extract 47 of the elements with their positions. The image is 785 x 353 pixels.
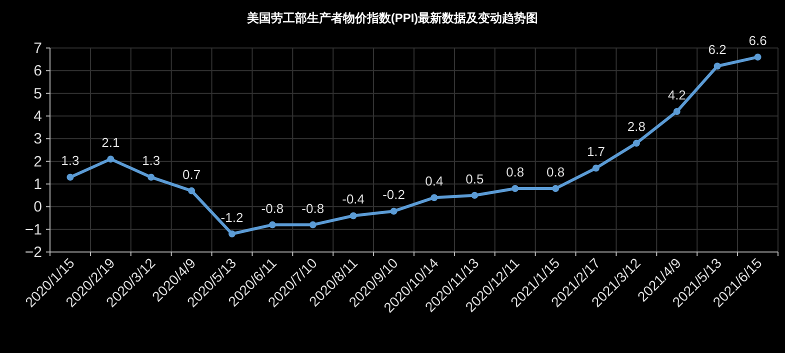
y-tick-label: −1 bbox=[24, 221, 42, 238]
point bbox=[512, 185, 519, 192]
point bbox=[390, 208, 398, 215]
y-tick-label: 3 bbox=[34, 130, 42, 148]
data-label: 2.1 bbox=[102, 135, 120, 150]
data-label: -0.8 bbox=[302, 200, 324, 216]
point bbox=[430, 194, 438, 202]
data-label: 6.2 bbox=[708, 42, 726, 58]
data-label: 0.5 bbox=[466, 171, 484, 186]
y-tick-label: 0 bbox=[34, 198, 42, 216]
data-label: 0.8 bbox=[506, 164, 524, 180]
point bbox=[714, 62, 721, 70]
point bbox=[632, 140, 640, 147]
point bbox=[350, 212, 357, 220]
data-label: 6.6 bbox=[748, 33, 767, 48]
point bbox=[471, 192, 478, 199]
data-label: -0.4 bbox=[342, 192, 365, 207]
point bbox=[66, 174, 74, 181]
data-label: 1.3 bbox=[142, 153, 160, 168]
data-label: 1.7 bbox=[586, 144, 606, 160]
point bbox=[148, 174, 155, 181]
y-tick-label: 6 bbox=[34, 62, 42, 80]
y-tick-label: 5 bbox=[34, 85, 42, 102]
point bbox=[228, 230, 236, 238]
data-label: -1.2 bbox=[220, 210, 244, 225]
point bbox=[754, 54, 762, 61]
data-label: -0.2 bbox=[382, 187, 405, 202]
y-tick-label: 7 bbox=[34, 40, 42, 57]
data-label: 0.8 bbox=[546, 164, 565, 180]
data-label: 0.7 bbox=[182, 166, 201, 182]
y-tick-label: 2 bbox=[34, 153, 42, 170]
data-label: 1.3 bbox=[61, 153, 80, 168]
y-tick-label: 4 bbox=[34, 108, 42, 125]
point bbox=[552, 185, 560, 192]
chart-title: 美国劳工部生产者物价指数(PPI)最新数据及变动趋势图 bbox=[246, 11, 538, 25]
point bbox=[592, 164, 600, 172]
point bbox=[309, 221, 316, 228]
point bbox=[268, 221, 276, 228]
point bbox=[107, 156, 114, 163]
y-tick-label: −2 bbox=[24, 244, 42, 261]
data-label: 2.8 bbox=[627, 119, 646, 134]
data-label: 0.4 bbox=[425, 174, 444, 189]
data-label: 4.2 bbox=[668, 87, 686, 102]
y-tick-label: 1 bbox=[34, 176, 42, 193]
data-label: -0.8 bbox=[261, 200, 284, 216]
point bbox=[188, 187, 196, 194]
point bbox=[673, 108, 680, 115]
